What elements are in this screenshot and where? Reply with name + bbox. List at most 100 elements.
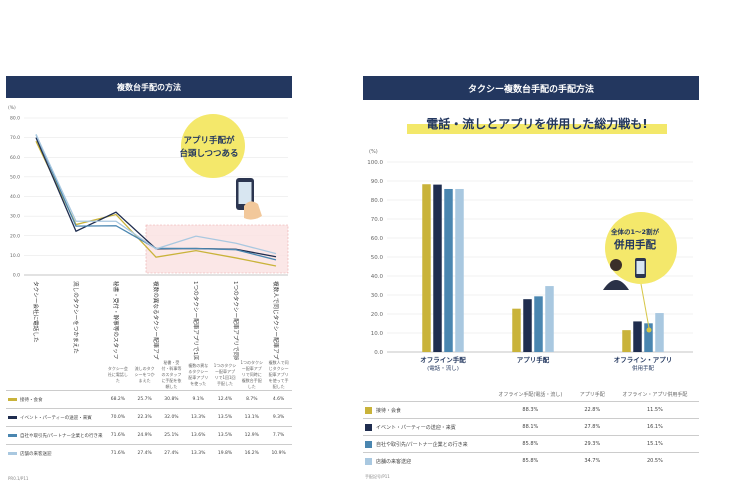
column-header: タクシー会社に電話した [104,360,131,391]
table-cell: 71.6% [104,445,131,463]
person-head-icon [610,259,622,271]
table-cell: 27.8% [574,419,611,436]
column-header: 複数の異なるタクシー配車アプリを使った [185,360,212,391]
table-cell: 85.8% [487,436,574,453]
row-label: 接待・会食 [363,402,487,419]
table-cell: 11.5% [611,402,699,419]
row-label: イベント・パーティーの送迎・来賓 [6,409,104,427]
table-cell: 34.7% [574,453,611,470]
table-row: 店舗の来客送迎 71.6% 27.4% 27.4% 13.3% 19.8% 16.2% 10.… [6,445,292,463]
bar [422,184,431,352]
table-cell: 71.6% [104,427,131,445]
y-unit-label: (%) [8,105,16,111]
legend-swatch [8,398,17,401]
row-label: 接待・会食 [6,391,104,409]
person-body-icon [603,280,629,290]
table-header-row: タクシー会社に電話した 流しのタクシーをつかまえた 秘書・受付・幹事等のスタッフに手… [6,360,292,391]
column-header: アプリ手配 [574,387,611,402]
bar [633,321,642,352]
legend-swatch [365,458,372,465]
y-tick-label: 50.0 [371,255,384,261]
y-tick-label: 80.0 [371,198,384,204]
table-cell: 13.1% [238,409,265,427]
table-cell: 16.2% [238,445,265,463]
hand-icon [244,201,262,219]
table-cell: 22.3% [131,409,158,427]
table-cell: 9.3% [265,409,292,427]
x-category-label: (電話・流し) [427,364,459,372]
column-header: 流しのタクシーをつかまえた [131,360,158,391]
left-title: 複数台手配の方法 [6,76,292,98]
table-cell: 88.3% [487,402,574,419]
x-category-label: 1つのタクシー配車アプリで1回1回手配した [192,281,200,360]
bar-chart: (%) 0.0 10.0 20.0 30.0 40.0 50.0 60.0 70.0 80.0 90… [363,98,699,386]
table-cell: 29.3% [574,436,611,453]
table-cell: 85.8% [487,453,574,470]
y-tick-label: 70.0 [371,217,384,223]
table-cell: 30.8% [158,391,185,409]
table-header-row: オフライン手配(電話・流し) アプリ手配 オフライン・アプリ併用手配 [363,387,699,402]
left-source: PR0.1/P11 [8,476,28,481]
table-cell: 16.1% [611,419,699,436]
line-chart: (%)0.010.020.030.040.050.060.070.080.0アプ… [6,98,292,360]
legend-label: イベント・パーティーの送迎・来賓 [376,425,456,431]
y-tick-label: 0.0 [13,273,20,279]
table-cell: 24.9% [131,427,158,445]
column-header: 複数人で同じタクシー配車アプリを使って手配した [265,360,292,391]
table-row: 店舗の来客送迎 85.8% 34.7% 20.5% [363,453,699,470]
table-cell: 10.9% [265,445,292,463]
phone-screen-icon [239,182,252,204]
x-category-label: オフライン・アプリ [614,355,673,364]
header-blank-cell [363,387,487,402]
y-tick-label: 40.0 [371,274,384,280]
x-category-label: 秘書・受付・幹事等のスタッフに手配を依頼した [112,281,120,360]
row-label: 店舗の来客送迎 [6,445,104,463]
y-tick-label: 50.0 [10,174,20,180]
y-tick-label: 30.0 [371,293,384,299]
y-tick-label: 60.0 [371,236,384,242]
y-tick-label: 80.0 [10,116,20,122]
row-label: イベント・パーティーの送迎・来賓 [363,419,487,436]
y-unit-label: (%) [369,149,378,155]
y-tick-label: 100.0 [367,160,383,166]
legend-label: 店舗の来客送迎 [376,459,411,465]
bar [523,299,532,352]
row-label: 自社や取引先/パートナー企業との行き来 [363,436,487,453]
y-tick-label: 90.0 [371,179,384,185]
table-cell: 70.0% [104,409,131,427]
right-data-table: オフライン手配(電話・流し) アプリ手配 オフライン・アプリ併用手配 接待・会食 88.… [363,387,699,469]
table-cell: 22.8% [574,402,611,419]
left-data-table: タクシー会社に電話した 流しのタクシーをつかまえた 秘書・受付・幹事等のスタッフに手… [6,360,292,462]
column-header: オフライン手配(電話・流し) [487,387,574,402]
x-category-label: 複数人で同じタクシー配車アプリを使って手配した [272,281,280,360]
callout-big-text: 併用手配 [613,238,656,251]
y-tick-label: 20.0 [371,312,384,318]
y-tick-label: 40.0 [10,194,20,200]
legend-swatch [365,407,372,414]
table-row: 接待・会食 88.3% 22.8% 11.5% [363,402,699,419]
x-category-label: 併用手配 [632,364,655,372]
table-row: 自社や取引先/パートナー企業との行き来 85.8% 29.3% 15.1% [363,436,699,453]
phone-screen-icon [637,261,645,274]
callout-pointer [641,284,649,328]
table-cell: 27.4% [158,445,185,463]
legend-label: 自社や取引先/パートナー企業との行き来 [376,442,468,448]
column-header: 秘書・受付・幹事等のスタッフに手配を依頼した [158,360,185,391]
table-cell: 4.6% [265,391,292,409]
y-tick-label: 30.0 [10,214,20,220]
table-cell: 32.0% [158,409,185,427]
table-cell: 9.1% [185,391,212,409]
table-cell: 88.1% [487,419,574,436]
table-cell: 20.5% [611,453,699,470]
bar [534,296,543,352]
x-category-label: タクシー会社に電話した [32,281,40,343]
table-cell: 13.6% [185,427,212,445]
callout-small-text: 全体の1〜2割が [610,227,660,236]
row-label: 自社や取引先/パートナー企業との行き来 [6,427,104,445]
table-cell: 15.1% [611,436,699,453]
callout-line-2: 台頭しつつある [180,148,239,159]
column-header: 1つのタクシー配車アプリで同時に複数台手配した [238,360,265,391]
y-tick-label: 0.0 [374,350,383,356]
callout-bubble [181,114,245,178]
bar [455,189,464,352]
